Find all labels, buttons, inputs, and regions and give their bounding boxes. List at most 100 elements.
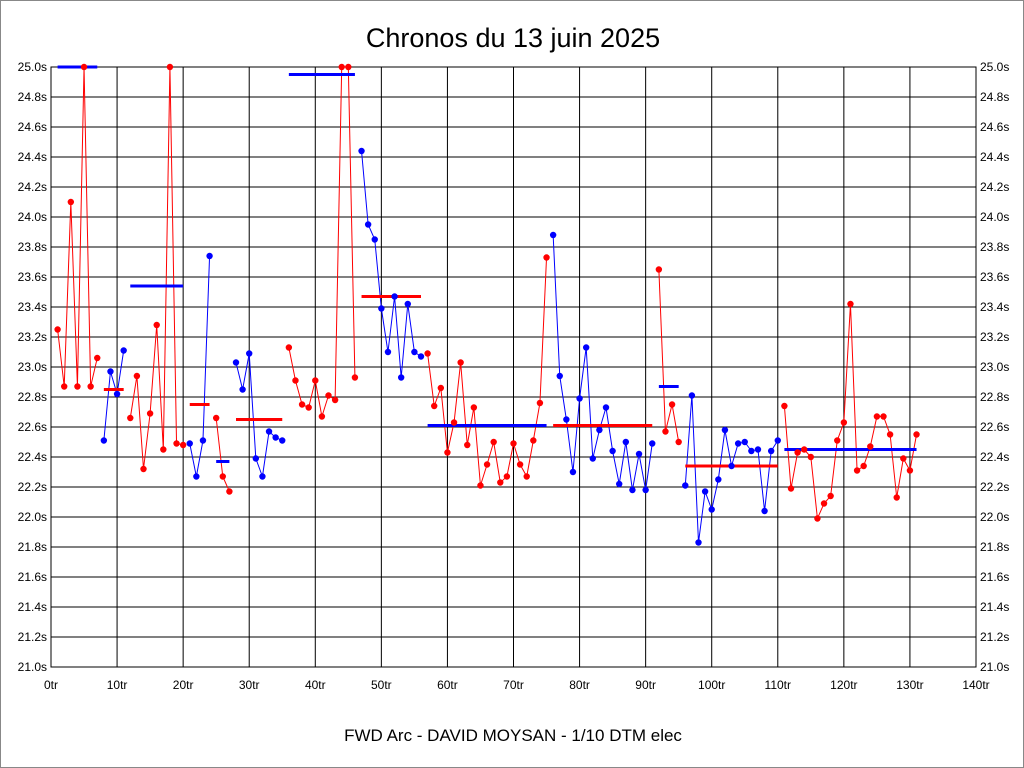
lap-point [378, 305, 385, 312]
lap-point [622, 438, 630, 446]
y-tick-label-right: 24.0s [980, 210, 1009, 224]
y-tick-label-left: 22.8s [18, 390, 47, 404]
lap-point [695, 539, 702, 546]
lap-point [199, 437, 207, 444]
series-run8 [358, 147, 425, 381]
y-tick-label-right: 21.6s [980, 570, 1009, 584]
lap-point [391, 293, 398, 300]
lap-point [886, 431, 894, 438]
x-tick-label: 110tr [765, 678, 791, 692]
y-tick-label-left: 21.0s [18, 660, 47, 674]
y-tick-label-left: 22.4s [18, 450, 47, 464]
lap-point [212, 414, 220, 422]
lap-point [444, 449, 451, 456]
y-tick-label-left: 24.2s [18, 180, 47, 194]
y-tick-label-left: 24.0s [18, 210, 47, 224]
lap-point [867, 443, 874, 450]
series-run3 [127, 63, 187, 473]
x-axis-label: FWD Arc - DAVID MOYSAN - 1/10 DTM elec [344, 726, 682, 745]
lap-point [61, 383, 68, 390]
lap-point [312, 377, 319, 384]
y-tick-label-left: 22.2s [18, 480, 47, 494]
y-tick-label-right: 25.0s [980, 60, 1009, 74]
lap-point [345, 63, 352, 71]
x-tick-label: 40tr [305, 678, 326, 692]
series-line [552, 234, 653, 491]
lap-point [470, 404, 478, 411]
y-tick-label-left: 25.0s [18, 60, 47, 74]
lap-point [827, 492, 834, 500]
lap-point [748, 447, 755, 455]
y-tick-label-right: 24.4s [980, 150, 1009, 164]
lap-point [133, 372, 141, 380]
lap-point [516, 461, 524, 468]
y-tick-label-right: 21.2s [980, 630, 1009, 644]
series-line [215, 417, 230, 492]
lap-point [246, 350, 253, 357]
y-tick-label-left: 24.8s [18, 90, 47, 104]
lap-point [556, 372, 563, 380]
series-line [235, 353, 283, 477]
y-tick-label-left: 23.6s [18, 270, 47, 284]
y-tick-label-right: 23.8s [980, 240, 1009, 254]
x-tick-label: 70tr [503, 678, 524, 692]
lap-point [741, 438, 748, 446]
lap-point [602, 404, 610, 411]
lap-point [834, 437, 841, 444]
lap-point [259, 473, 266, 480]
y-tick-label-left: 23.2s [18, 330, 47, 344]
lap-point [860, 462, 867, 470]
grid [50, 66, 977, 668]
lap-point [179, 441, 187, 449]
lap-point [477, 482, 484, 489]
lap-point [655, 266, 663, 273]
series-run10 [549, 231, 656, 494]
lap-point [186, 440, 193, 447]
lap-point [437, 384, 445, 392]
lap-point [761, 507, 768, 515]
x-tick-label: 30tr [239, 678, 260, 692]
lap-point [721, 426, 729, 434]
x-tick-label: 140tr [962, 678, 989, 692]
lap-point [662, 428, 669, 435]
lap-point [787, 485, 795, 492]
lap-point [206, 252, 213, 260]
lap-point [160, 446, 167, 453]
y-tick-label-right: 22.0s [980, 510, 1009, 524]
series-line [658, 269, 680, 443]
lap-point [318, 413, 326, 420]
lap-point [873, 413, 881, 420]
lap-point [530, 437, 537, 444]
lap-point [688, 392, 696, 399]
x-tick-label: 80tr [569, 678, 590, 692]
lap-point [549, 231, 557, 239]
lap-point [682, 482, 689, 489]
x-tick-label: 20tr [173, 678, 194, 692]
y-tick-label-right: 22.2s [980, 480, 1009, 494]
lap-point [668, 401, 676, 408]
lap-point [675, 438, 682, 446]
series-run12 [682, 392, 781, 546]
series-run6 [232, 350, 286, 480]
lap-point [906, 467, 914, 474]
lap-point [331, 396, 339, 404]
series-line [288, 66, 356, 417]
lap-point [807, 453, 815, 461]
lap-point [642, 486, 649, 494]
lap-point [483, 461, 491, 468]
lap-point [146, 410, 154, 417]
lap-point [563, 416, 570, 423]
y-tick-label-right: 22.8s [980, 390, 1009, 404]
lap-point [325, 392, 332, 399]
lap-point [596, 426, 603, 434]
lap-point [880, 413, 887, 420]
x-tick-label: 10tr [107, 678, 128, 692]
lap-point [404, 300, 411, 308]
lap-point [140, 465, 147, 473]
y-tick-label-right: 21.0s [980, 660, 1009, 674]
series-line [361, 150, 422, 378]
lap-point [127, 414, 134, 422]
y-tick-label-left: 23.4s [18, 300, 47, 314]
series-run11 [655, 266, 682, 446]
series-layer [54, 63, 920, 546]
